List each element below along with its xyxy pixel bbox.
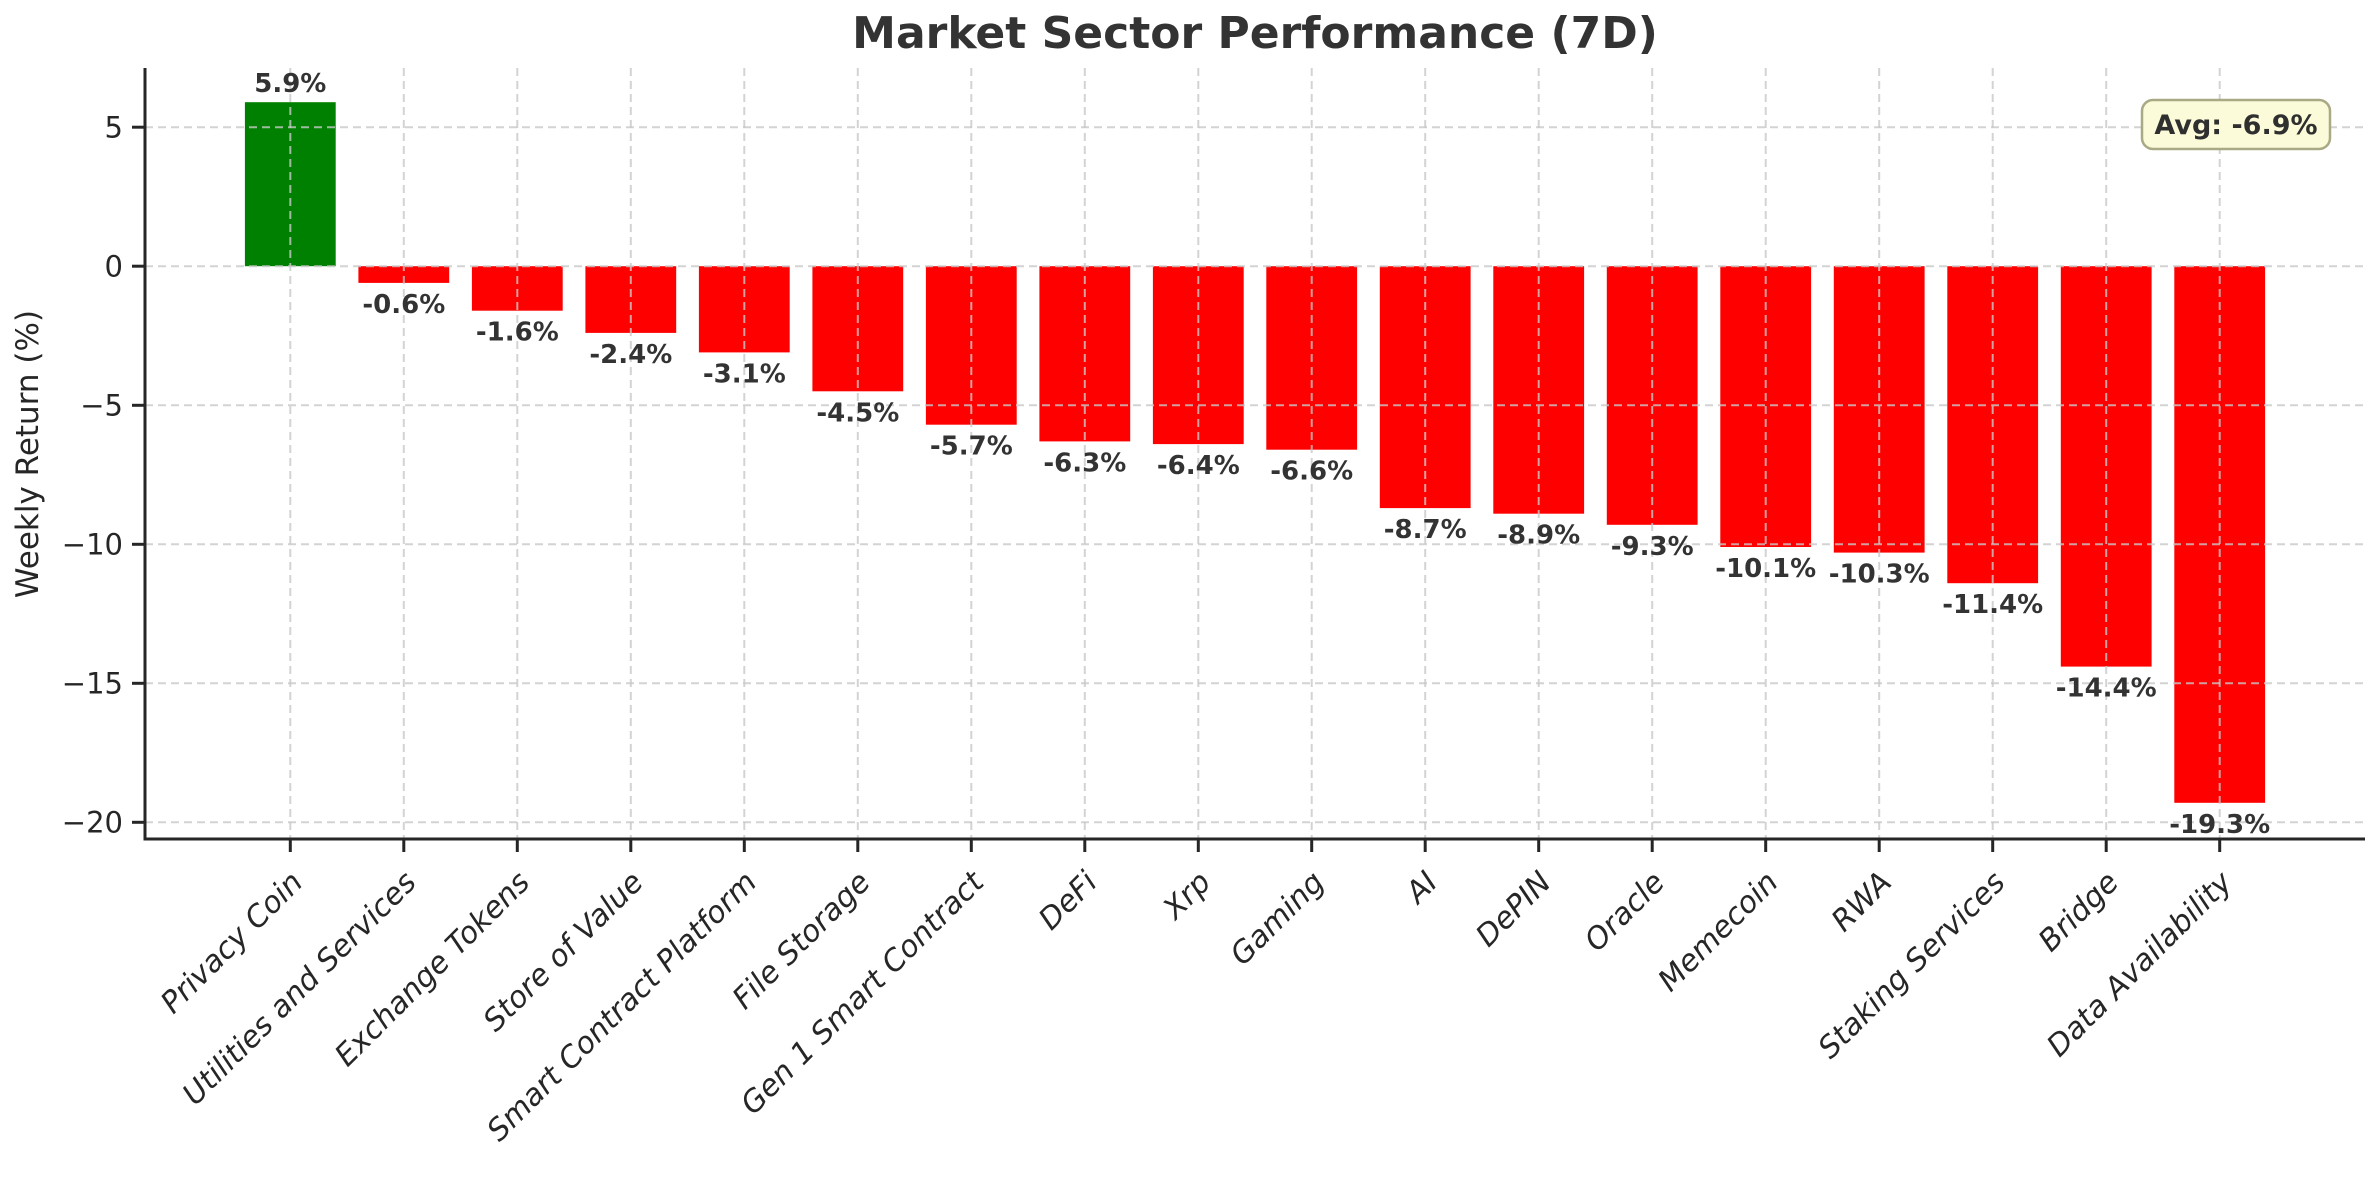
- x-tick-label: Xrp: [1155, 865, 1218, 928]
- x-tick-label: Staking Services: [1812, 865, 2013, 1066]
- x-tick-label: RWA: [1825, 865, 1899, 939]
- bar-value-label: -6.4%: [1157, 451, 1240, 481]
- grid-layer: [145, 68, 2365, 839]
- avg-annotation-text: Avg: -6.9%: [2154, 110, 2317, 141]
- bar-value-label: -6.6%: [1270, 457, 1353, 487]
- bar-value-label: -14.4%: [2056, 674, 2157, 704]
- x-tick-label: DeFi: [1032, 864, 1105, 937]
- axes-layer: [132, 68, 2365, 852]
- x-tick-label: Exchange Tokens: [328, 865, 537, 1074]
- x-tick-label: Oracle: [1578, 865, 1672, 959]
- bar-value-label: -10.3%: [1829, 560, 1930, 590]
- bar: [358, 266, 450, 283]
- y-tick-label: −10: [62, 527, 123, 561]
- bar-value-labels: 5.9% -0.6% -1.6% -2.4% -3.1% -4.5% -5.7% -6.3% -…: [254, 69, 2270, 840]
- x-tick-label: Gaming: [1224, 865, 1332, 973]
- x-tick-label: Data Availability: [2040, 864, 2240, 1064]
- bar-value-label: -0.6%: [362, 290, 445, 320]
- x-tick-label: AI: [1398, 865, 1445, 912]
- bar-value-label: -1.6%: [476, 318, 559, 348]
- bar-value-label: -19.3%: [2169, 810, 2270, 840]
- y-tick-label: 5: [105, 110, 123, 144]
- bar-value-label: -5.7%: [930, 432, 1013, 462]
- y-tick-label: −5: [80, 388, 123, 422]
- bars-layer: [244, 102, 2266, 803]
- bar-value-label: -3.1%: [703, 359, 786, 389]
- chart-title: Market Sector Performance (7D): [852, 8, 1658, 59]
- bar-value-label: 5.9%: [254, 69, 326, 99]
- bar-value-label: -9.3%: [1611, 532, 1694, 562]
- bar-value-label: -4.5%: [816, 398, 899, 428]
- x-tick-label: Utilities and Services: [176, 865, 423, 1112]
- y-axis-tick-labels: 5 0 −5 −10 −15 −20: [62, 110, 123, 839]
- bar-value-label: -10.1%: [1715, 554, 1816, 584]
- avg-annotation: Avg: -6.9%: [2140, 98, 2332, 151]
- x-tick-label: Memecoin: [1652, 865, 1786, 999]
- y-tick-label: −20: [62, 805, 123, 839]
- x-tick-label: DePIN: [1469, 865, 1558, 954]
- y-tick-label: 0: [105, 249, 123, 283]
- bar-value-label: -8.9%: [1497, 521, 1580, 551]
- bar-value-label: -6.3%: [1043, 448, 1126, 478]
- avg-annotation-box: [2140, 98, 2332, 151]
- bar-value-label: -11.4%: [1942, 590, 2043, 620]
- y-tick-label: −15: [62, 666, 123, 700]
- y-axis-label: Weekly Return (%): [10, 310, 46, 598]
- x-tick-label: Bridge: [2032, 865, 2126, 959]
- bar-value-label: -8.7%: [1384, 515, 1467, 545]
- bar-value-label: -2.4%: [589, 340, 672, 370]
